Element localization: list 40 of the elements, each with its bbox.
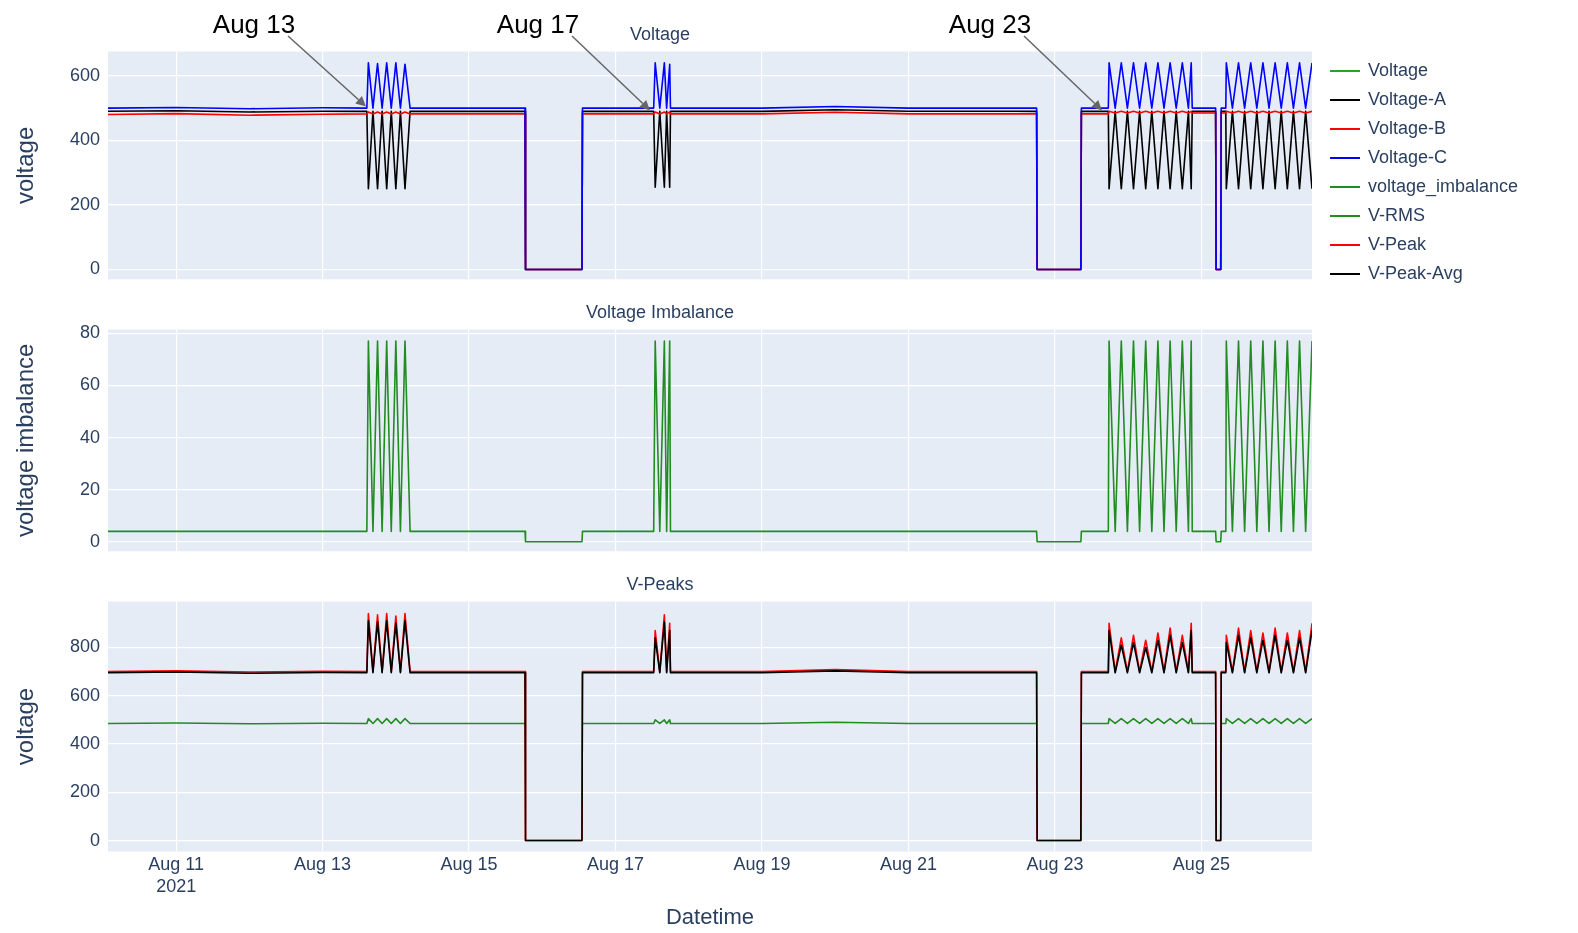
y-tick-label: 0 [89,258,100,279]
x-tick-label: Aug 11 2021 [148,854,205,896]
legend-label: Voltage-B [1368,118,1447,139]
y-tick-label: 800 [69,636,100,657]
chart-title: V-Peaks [626,573,694,594]
y-axis-title: voltage imbalance [11,343,39,538]
y-tick-label: 60 [79,374,100,395]
text: Aug 23 [947,8,1033,39]
text: Aug 13 [211,8,297,39]
y-tick-label: 600 [69,684,100,705]
y-axis-title: voltage [11,687,39,766]
x-tick-label: Aug 23 [1026,854,1084,875]
x-tick-label: Aug 17 [587,854,645,875]
y-tick-label: 40 [79,426,100,447]
x-tick-label: Aug 19 [733,854,791,875]
y-tick-label: 200 [69,193,100,214]
legend-label: Voltage-A [1368,89,1447,110]
chart-title: Voltage [629,23,691,44]
x-tick-label: Aug 15 [440,854,498,875]
y-tick-label: 200 [69,781,100,802]
x-axis-title: Datetime [665,903,755,929]
legend-label: Voltage-C [1368,147,1448,168]
legend-label: V-Peak-Avg [1368,263,1463,284]
y-tick-label: 80 [79,322,100,343]
x-tick-label: Aug 25 [1172,854,1230,875]
legend-label: voltage_imbalance [1368,176,1519,197]
legend-label: V-Peak [1368,234,1427,255]
y-tick-label: 400 [69,129,100,150]
y-axis-title: voltage [11,126,39,205]
x-tick-label: Aug 13 [294,854,352,875]
y-tick-label: 600 [69,64,100,85]
x-tick-label: Aug 21 [879,854,937,875]
text: Aug 17 [495,8,581,39]
y-tick-label: 0 [89,530,100,551]
y-tick-label: 20 [79,478,100,499]
y-tick-label: 400 [69,732,100,753]
chart-title: Voltage Imbalance [585,301,735,322]
legend-label: Voltage [1368,60,1429,81]
y-tick-label: 0 [89,829,100,850]
legend-label: V-RMS [1368,205,1426,226]
